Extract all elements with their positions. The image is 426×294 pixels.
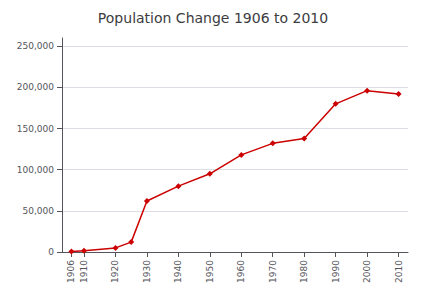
svg-text:0: 0	[48, 247, 54, 257]
svg-text:250,000: 250,000	[17, 41, 54, 51]
svg-text:2010: 2010	[394, 260, 404, 283]
svg-text:Population Change 1906 to 2010: Population Change 1906 to 2010	[98, 10, 328, 26]
svg-text:150,000: 150,000	[17, 124, 54, 134]
svg-text:1960: 1960	[236, 260, 246, 283]
svg-text:200,000: 200,000	[17, 82, 54, 92]
svg-text:1906: 1906	[66, 260, 76, 283]
svg-text:1990: 1990	[331, 260, 341, 283]
svg-text:1910: 1910	[79, 260, 89, 283]
svg-text:2000: 2000	[362, 260, 372, 283]
svg-text:1970: 1970	[268, 260, 278, 283]
svg-text:1980: 1980	[299, 260, 309, 283]
svg-text:1930: 1930	[142, 260, 152, 283]
svg-text:100,000: 100,000	[17, 165, 54, 175]
svg-text:1920: 1920	[110, 260, 120, 283]
svg-text:1950: 1950	[205, 260, 215, 283]
svg-text:1940: 1940	[173, 260, 183, 283]
svg-text:50,000: 50,000	[23, 206, 55, 216]
